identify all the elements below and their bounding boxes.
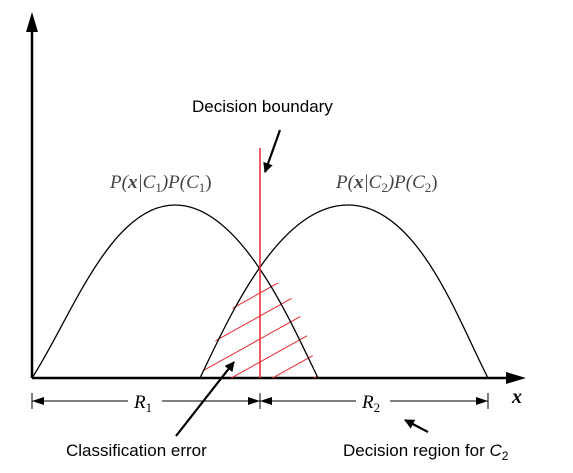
region2-right-arrow-icon: [476, 397, 488, 405]
region1-label: R1: [133, 392, 152, 415]
decision-region-arrow: [404, 419, 429, 433]
x-axis-arrow-icon: [506, 372, 526, 384]
region1-right-arrow-icon: [248, 397, 260, 405]
classification-error-label: Classification error: [66, 441, 207, 460]
x-axis-label: x: [511, 386, 522, 408]
class2-density-label: P(x|C2)P(C2): [335, 172, 438, 195]
class2-density-curve: [199, 204, 489, 379]
decision-boundary-label: Decision boundary: [192, 97, 333, 116]
classification-error-arrow: [175, 361, 235, 437]
decision-boundary-arrow: [263, 129, 282, 173]
region2-left-arrow-icon: [260, 397, 272, 405]
class1-density-curve: [31, 204, 319, 379]
region2-label: R2: [361, 392, 380, 415]
decision-region-c2-label: Decision region for C2: [343, 441, 509, 463]
class1-density-label: P(x|C1)P(C1): [109, 172, 212, 195]
region1-left-arrow-icon: [32, 397, 44, 405]
y-axis-arrow-icon: [26, 12, 38, 32]
